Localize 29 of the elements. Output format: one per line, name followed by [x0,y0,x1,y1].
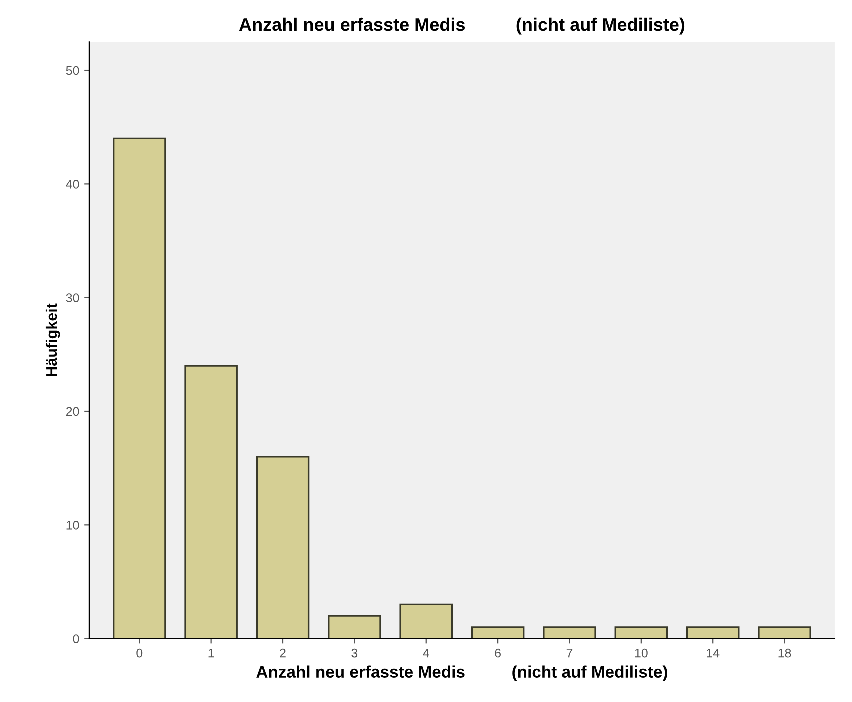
x-tick-label: 2 [280,648,286,658]
bar [758,626,812,639]
bar [686,626,740,639]
bar [543,626,596,639]
x-tick-label: 1 [208,649,214,658]
x-axis-title: Anzahl neu erfasste Medis (nicht auf Mediliste) [256,666,668,682]
bar [112,138,166,639]
x-tick-label: 14 [707,649,720,658]
y-tick-label: 30 [66,294,80,302]
x-tick-label: 3 [352,648,358,658]
bar [184,365,238,639]
y-tick-label: 10 [66,520,80,530]
bar [400,604,454,639]
x-tick-label: 10 [635,648,648,658]
bar [256,456,310,639]
y-tick-label: 40 [66,180,80,189]
x-tick-label: 6 [495,648,501,658]
y-tick-label: 20 [66,407,80,416]
x-tick-label: 18 [778,648,792,658]
y-tick-label: 50 [66,66,80,76]
y-axis-title: Häufigkeit [46,304,60,376]
x-tick-label: 7 [566,649,573,658]
bar [328,615,382,639]
bar [471,626,525,639]
y-tick-label: 0 [73,634,80,644]
bar [614,626,668,639]
x-tick-label: 0 [136,648,143,658]
x-tick-label: 4 [423,649,430,658]
chart-title: Anzahl neu erfasste Medis (nicht auf Mediliste) [239,18,685,35]
